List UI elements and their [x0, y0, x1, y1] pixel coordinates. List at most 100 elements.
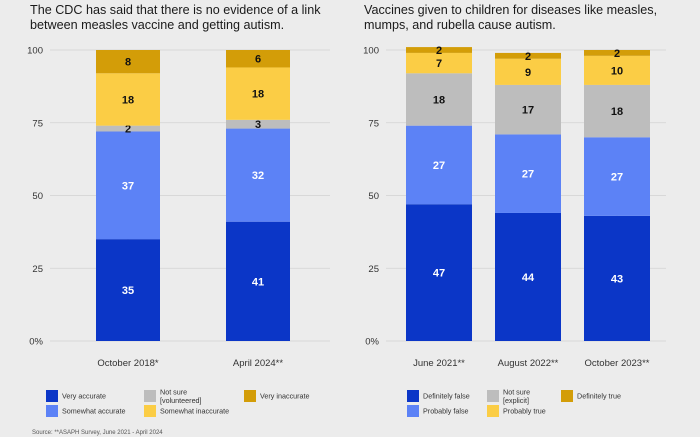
legend-swatch — [144, 405, 156, 417]
bar-segment — [96, 50, 160, 74]
bar-value-label: 35 — [122, 285, 134, 297]
legend-swatch — [46, 390, 58, 402]
y-tick-label: 75 — [368, 118, 379, 129]
bar-segment — [406, 47, 472, 53]
bar-value-label: 41 — [252, 276, 264, 288]
bar-segment — [584, 84, 650, 138]
bar-value-label: 2 — [525, 51, 531, 63]
x-category-label: June 2021** — [413, 358, 465, 369]
bar-value-label: 17 — [522, 105, 534, 117]
x-category-label: April 2024** — [233, 358, 283, 369]
legend-label-line: Not sure — [160, 388, 187, 397]
y-tick-label: 100 — [363, 46, 379, 57]
bar-value-label: 47 — [433, 268, 445, 280]
legend-label: Not sure [explicit] — [503, 388, 530, 406]
bar-value-label: 18 — [122, 94, 134, 106]
bar-segment — [406, 125, 472, 205]
legend-label: Definitely true — [577, 392, 621, 401]
bar-value-label: 44 — [522, 272, 535, 284]
bar-value-label: 43 — [611, 273, 623, 285]
bar-segment — [584, 55, 650, 85]
legend-label-line: Very accurate — [62, 392, 106, 401]
bar-value-label: 7 — [436, 58, 442, 70]
bar-segment — [96, 239, 160, 341]
legend-label: Very inaccurate — [260, 392, 310, 401]
y-tick-label: 0% — [365, 337, 379, 348]
bar-segment — [226, 50, 290, 68]
bar-segment — [495, 134, 561, 213]
legend-label: Very accurate — [62, 392, 106, 401]
legend-label-line: Definitely true — [577, 392, 621, 401]
legend-label: Not sure [volunteered] — [160, 388, 202, 406]
legend-label-line: Definitely false — [423, 392, 470, 401]
bar-value-label: 27 — [611, 172, 623, 184]
legend-label-line: Somewhat accurate — [62, 407, 126, 416]
left-chart: 0% 25 50 75 100 35 37 2 18 8 October 2018* 41 32 3 18 6… — [27, 46, 330, 417]
bar-segment — [584, 137, 650, 216]
bar-segment — [96, 125, 160, 132]
bar-value-label: 2 — [125, 124, 131, 136]
y-tick-label: 100 — [27, 46, 43, 57]
bar-value-label: 32 — [252, 170, 264, 182]
bar-segment — [495, 84, 561, 135]
legend-label-line: [volunteered] — [160, 396, 202, 405]
bar-value-label: 2 — [614, 48, 620, 60]
legend-label: Probably false — [423, 407, 469, 416]
bar-value-label: 8 — [125, 57, 131, 69]
bar-segment — [226, 67, 290, 120]
legend-swatch — [487, 405, 499, 417]
bar-value-label: 18 — [433, 94, 445, 106]
legend-swatch — [407, 405, 419, 417]
y-tick-label: 75 — [32, 118, 43, 129]
legend-swatch — [407, 390, 419, 402]
bar-segment — [96, 131, 160, 240]
bar-segment — [495, 52, 561, 59]
bar-segment — [96, 73, 160, 126]
x-category-label: October 2023** — [585, 358, 650, 369]
bar-segment — [226, 128, 290, 222]
bar-segment — [226, 221, 290, 341]
bar-segment — [226, 119, 290, 129]
source-note: Source: **ASAPH Survey, June 2021 - Apri… — [32, 430, 163, 436]
bar-segment — [584, 50, 650, 56]
bar-value-label: 6 — [255, 54, 261, 66]
legend-label-line: Somewhat inaccurate — [160, 407, 229, 416]
bar-value-label: 10 — [611, 65, 623, 77]
bar-value-label: 37 — [122, 180, 134, 192]
legend-swatch — [487, 390, 499, 402]
bar-value-label: 27 — [522, 169, 534, 181]
legend-label-line: Probably true — [503, 407, 546, 416]
y-tick-label: 25 — [368, 264, 379, 275]
bar-segment — [495, 58, 561, 85]
legend-swatch — [244, 390, 256, 402]
legend-label: Somewhat accurate — [62, 407, 126, 416]
bar-value-label: 27 — [433, 160, 445, 172]
bar-segment — [584, 215, 650, 341]
x-category-label: August 2022** — [498, 358, 559, 369]
y-tick-label: 50 — [368, 191, 379, 202]
left-chart-title: The CDC has said that there is no eviden… — [30, 3, 321, 32]
bar-value-label: 3 — [255, 119, 261, 131]
bar-segment — [406, 73, 472, 126]
x-category-label: October 2018* — [97, 358, 159, 369]
legend-label: Probably true — [503, 407, 546, 416]
bar-value-label: 9 — [525, 67, 531, 79]
bar-value-label: 2 — [436, 45, 442, 57]
bar-value-label: 18 — [611, 106, 623, 118]
y-tick-label: 25 — [32, 264, 43, 275]
bar-segment — [406, 204, 472, 341]
bar-segment — [406, 52, 472, 74]
legend-swatch — [144, 390, 156, 402]
legend-label: Definitely false — [423, 392, 470, 401]
legend-swatch — [561, 390, 573, 402]
legend-label-line: Very inaccurate — [260, 392, 310, 401]
legend-label: Somewhat inaccurate — [160, 407, 229, 416]
legend-label-line: Probably false — [423, 407, 469, 416]
y-tick-label: 0% — [29, 337, 43, 348]
legend-label-line: [explicit] — [503, 396, 529, 405]
bar-value-label: 18 — [252, 89, 264, 101]
legend-label-line: Not sure — [503, 388, 530, 397]
right-chart-title: Vaccines given to children for diseases … — [364, 3, 658, 32]
